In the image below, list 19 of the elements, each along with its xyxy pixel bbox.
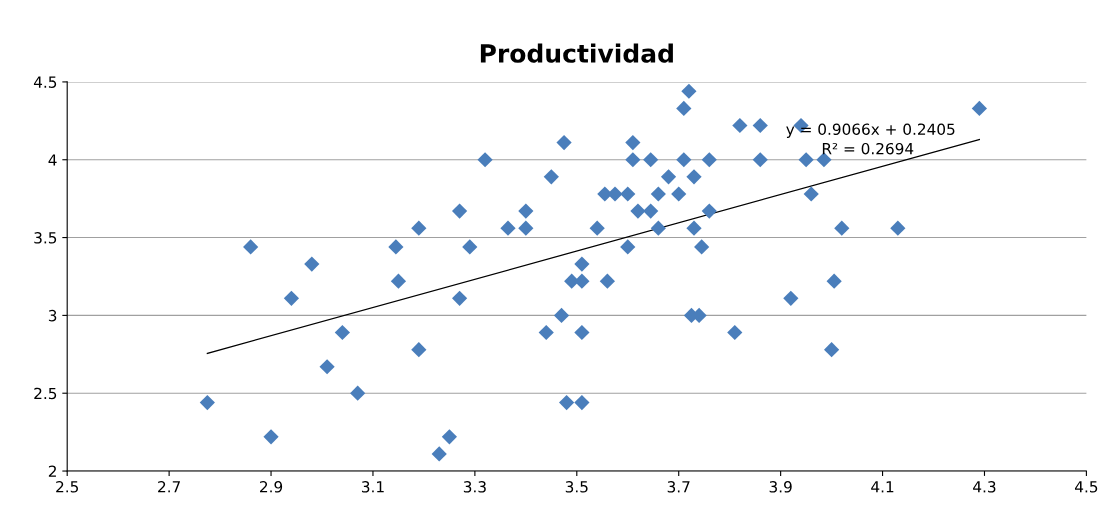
x-tick-label: 3.7 <box>667 481 690 493</box>
x-tick-label: 2.9 <box>260 481 283 493</box>
y-tick-label: 4 <box>48 154 57 166</box>
y-tick-label: 3 <box>48 309 57 322</box>
annotation: R² = 0.2694 <box>822 142 914 155</box>
chart-title: Productividad <box>480 43 673 63</box>
x-tick-label: 4.3 <box>973 481 996 493</box>
x-tick-label: 3.5 <box>565 481 588 493</box>
y-tick-label: 2 <box>48 465 56 477</box>
y-tick-label: 4.5 <box>33 76 57 88</box>
x-tick-label: 2.7 <box>158 481 180 493</box>
x-tick-label: 2.5 <box>56 481 79 493</box>
y-tick-label: 3.5 <box>34 232 57 244</box>
x-tick-label: 3.9 <box>769 481 792 493</box>
x-tick-label: 3.1 <box>361 481 384 493</box>
x-tick-label: 4.1 <box>871 481 894 493</box>
y-tick-label: 2.5 <box>34 387 57 400</box>
x-tick-label: 3.3 <box>463 481 486 493</box>
x-tick-label: 4.5 <box>1075 481 1098 493</box>
